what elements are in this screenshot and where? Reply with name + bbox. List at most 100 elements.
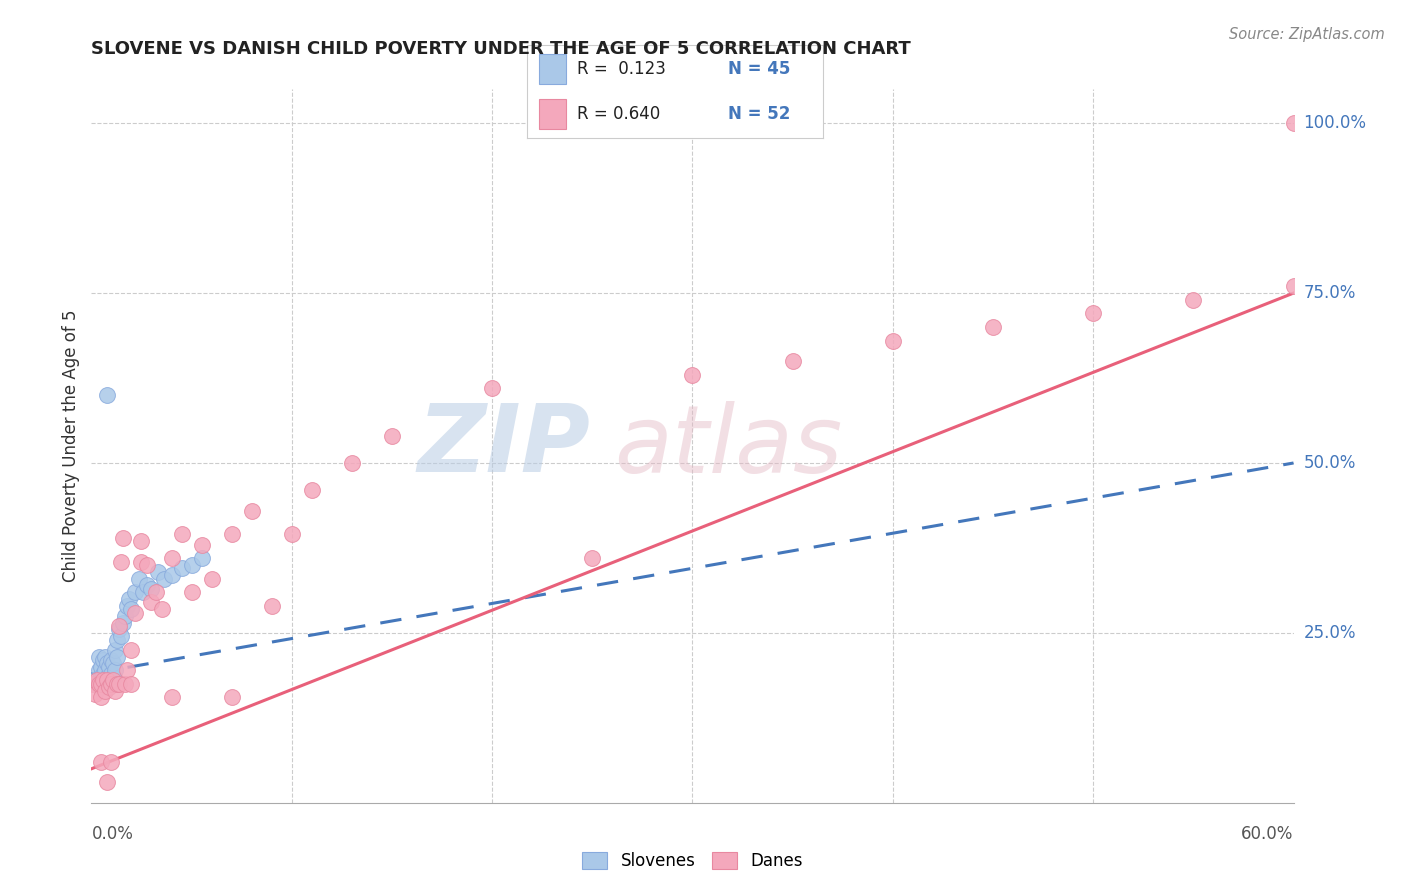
- Text: R =  0.123: R = 0.123: [578, 60, 666, 78]
- Point: [240, 503, 263, 517]
- Point: [90, 670, 112, 684]
- Point: [481, 381, 503, 395]
- Point: [112, 615, 135, 630]
- Text: ZIP: ZIP: [418, 400, 591, 492]
- Point: [112, 531, 135, 545]
- Point: [96, 657, 118, 671]
- Point: [94, 663, 117, 677]
- Point: [103, 673, 125, 688]
- Point: [104, 663, 127, 677]
- Text: 0.0%: 0.0%: [91, 825, 134, 843]
- Point: [301, 483, 323, 498]
- Point: [98, 673, 121, 688]
- Point: [131, 555, 153, 569]
- Point: [190, 551, 212, 566]
- Point: [121, 643, 143, 657]
- Point: [124, 606, 146, 620]
- Point: [89, 649, 111, 664]
- Point: [152, 572, 174, 586]
- Text: Source: ZipAtlas.com: Source: ZipAtlas.com: [1229, 27, 1385, 42]
- Point: [100, 755, 122, 769]
- Point: [1083, 306, 1105, 320]
- Y-axis label: Child Poverty Under the Age of 5: Child Poverty Under the Age of 5: [62, 310, 80, 582]
- Point: [782, 354, 804, 368]
- Point: [93, 666, 115, 681]
- Point: [160, 568, 183, 582]
- Point: [1282, 279, 1305, 293]
- Point: [117, 663, 139, 677]
- Point: [93, 653, 115, 667]
- Point: [221, 527, 243, 541]
- Text: atlas: atlas: [614, 401, 842, 491]
- Point: [160, 551, 183, 566]
- Point: [103, 657, 125, 671]
- Point: [170, 561, 193, 575]
- Point: [84, 687, 107, 701]
- Text: 100.0%: 100.0%: [1303, 114, 1367, 132]
- Point: [110, 555, 132, 569]
- Point: [221, 690, 243, 705]
- Point: [90, 755, 112, 769]
- Point: [86, 677, 108, 691]
- Point: [93, 673, 115, 688]
- Point: [86, 673, 108, 688]
- Point: [145, 585, 167, 599]
- Point: [89, 677, 111, 691]
- Point: [136, 558, 159, 572]
- Point: [340, 456, 363, 470]
- Point: [201, 572, 224, 586]
- Point: [90, 677, 112, 691]
- Bar: [538, 99, 565, 129]
- Point: [100, 653, 122, 667]
- Point: [96, 679, 118, 693]
- Point: [98, 680, 121, 694]
- Point: [107, 632, 129, 647]
- Point: [1282, 116, 1305, 130]
- Point: [260, 599, 283, 613]
- Point: [150, 602, 173, 616]
- Text: 75.0%: 75.0%: [1303, 284, 1355, 302]
- Text: N = 45: N = 45: [728, 60, 790, 78]
- Point: [170, 527, 193, 541]
- Point: [882, 334, 904, 348]
- Point: [131, 534, 153, 549]
- Point: [681, 368, 703, 382]
- Point: [1182, 293, 1205, 307]
- Point: [107, 649, 129, 664]
- Point: [96, 673, 118, 688]
- Point: [104, 643, 127, 657]
- Point: [121, 677, 143, 691]
- Point: [98, 660, 121, 674]
- Point: [108, 619, 131, 633]
- Point: [146, 565, 169, 579]
- Point: [93, 677, 115, 691]
- Point: [136, 578, 159, 592]
- Point: [190, 537, 212, 551]
- Point: [132, 585, 155, 599]
- Point: [82, 677, 104, 691]
- Point: [96, 775, 118, 789]
- Point: [281, 527, 304, 541]
- Point: [90, 690, 112, 705]
- Text: N = 52: N = 52: [728, 105, 790, 123]
- Text: 50.0%: 50.0%: [1303, 454, 1355, 472]
- Point: [107, 677, 129, 691]
- Point: [100, 666, 122, 681]
- Point: [100, 677, 122, 691]
- Point: [108, 677, 131, 691]
- Point: [108, 623, 131, 637]
- Text: R = 0.640: R = 0.640: [578, 105, 661, 123]
- Point: [381, 429, 404, 443]
- Point: [981, 320, 1004, 334]
- Point: [124, 585, 146, 599]
- Point: [96, 388, 118, 402]
- Point: [94, 673, 117, 688]
- Point: [180, 585, 202, 599]
- Bar: [538, 54, 565, 84]
- Text: 25.0%: 25.0%: [1303, 624, 1355, 642]
- Point: [110, 629, 132, 643]
- Point: [114, 608, 136, 623]
- Point: [141, 582, 163, 596]
- Point: [118, 591, 141, 606]
- Text: SLOVENE VS DANISH CHILD POVERTY UNDER THE AGE OF 5 CORRELATION CHART: SLOVENE VS DANISH CHILD POVERTY UNDER TH…: [91, 40, 911, 58]
